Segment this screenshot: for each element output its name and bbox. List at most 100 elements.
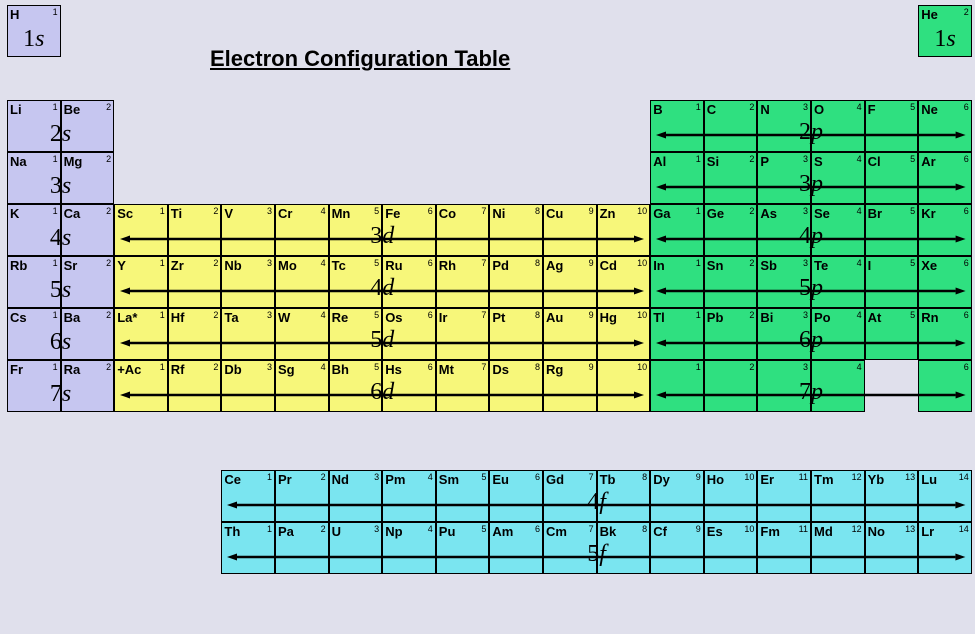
cell-f-1-3: Np4 — [382, 522, 436, 574]
cell-d-0-6: Co 7 — [436, 204, 490, 256]
electron-count: 3 — [803, 310, 808, 320]
cell-ba: Ba2 — [61, 308, 115, 360]
element-symbol: Pu — [439, 524, 456, 539]
cell-d-3-6: Mt7 — [436, 360, 490, 412]
cell-f-0-11: Tm12 — [811, 470, 865, 522]
cell-f-1-11: Md12 — [811, 522, 865, 574]
element-symbol: Ba — [64, 310, 81, 325]
cell-p-2-0: Ga1 — [650, 204, 704, 256]
cell-d-2-3: W4 — [275, 308, 329, 360]
cell-d-3-5: Hs6 — [382, 360, 436, 412]
electron-count: 1 — [53, 206, 58, 216]
electron-count: 6 — [964, 362, 969, 372]
cell-d-2-9: Hg10 — [597, 308, 651, 360]
electron-count: 3 — [803, 102, 808, 112]
cell-f-0-3: Pm4 — [382, 470, 436, 522]
element-symbol: Ir — [439, 310, 448, 325]
element-symbol: Bi — [760, 310, 773, 325]
electron-count: 10 — [744, 524, 754, 534]
element-symbol: Pt — [492, 310, 505, 325]
element-symbol: Co — [439, 206, 456, 221]
electron-count: 9 — [589, 310, 594, 320]
element-symbol: Kr — [921, 206, 935, 221]
element-symbol: Sr — [64, 258, 78, 273]
element-symbol: K — [10, 206, 19, 221]
cell-f-1-9: Es 10 — [704, 522, 758, 574]
cell-f-0-13: Lu14 — [918, 470, 972, 522]
element-symbol: Xe — [921, 258, 937, 273]
element-symbol: N — [760, 102, 769, 117]
cell-f-1-4: Pu5 — [436, 522, 490, 574]
electron-count: 7 — [481, 206, 486, 216]
cell-d-1-4: Tc5 — [329, 256, 383, 308]
element-symbol: Ag — [546, 258, 563, 273]
cell-d-2-2: Ta3 — [221, 308, 275, 360]
element-symbol: As — [760, 206, 777, 221]
element-symbol: Si — [707, 154, 719, 169]
element-symbol: Y — [117, 258, 126, 273]
electron-count: 1 — [267, 524, 272, 534]
cell-p-1-4: Cl5 — [865, 152, 919, 204]
element-symbol: Ga — [653, 206, 670, 221]
element-symbol: Zn — [600, 206, 616, 221]
electron-count: 9 — [696, 524, 701, 534]
electron-count: 3 — [374, 524, 379, 534]
electron-count: 5 — [910, 102, 915, 112]
cell-d-1-6: Rh7 — [436, 256, 490, 308]
electron-count: 5 — [374, 362, 379, 372]
cell-li: Li1 — [7, 100, 61, 152]
element-symbol: Zr — [171, 258, 184, 273]
cell-p-5-0: 1 — [650, 360, 704, 412]
electron-count: 8 — [535, 362, 540, 372]
element-symbol: Rg — [546, 362, 563, 377]
cell-f-1-1: Pa2 — [275, 522, 329, 574]
cell-d-3-2: Db3 — [221, 360, 275, 412]
electron-count: 5 — [374, 206, 379, 216]
electron-count: 2 — [213, 206, 218, 216]
cell-d-3-9: 10 — [597, 360, 651, 412]
cell-f-0-7: Tb8 — [597, 470, 651, 522]
electron-count: 1 — [53, 102, 58, 112]
electron-count: 6 — [535, 524, 540, 534]
electron-count: 5 — [374, 258, 379, 268]
cell-p-4-3: Po4 — [811, 308, 865, 360]
cell-d-3-3: Sg4 — [275, 360, 329, 412]
cell-f-1-6: Cm7 — [543, 522, 597, 574]
cell-p-0-5: Ne6 — [918, 100, 972, 152]
element-symbol: Cd — [600, 258, 617, 273]
cell-p-0-0: B1 — [650, 100, 704, 152]
element-symbol: Sc — [117, 206, 133, 221]
element-symbol: +Ac — [117, 362, 141, 377]
element-symbol: Mg — [64, 154, 83, 169]
element-symbol: O — [814, 102, 824, 117]
element-symbol: Md — [814, 524, 833, 539]
element-symbol: Br — [868, 206, 882, 221]
cell-d-1-5: Ru6 — [382, 256, 436, 308]
cell-f-1-0: Th1 — [221, 522, 275, 574]
element-symbol: S — [814, 154, 823, 169]
cell-d-2-6: Ir7 — [436, 308, 490, 360]
element-symbol: Np — [385, 524, 402, 539]
cell-d-3-0: +Ac1 — [114, 360, 168, 412]
element-symbol: Ce — [224, 472, 241, 487]
cell-d-1-7: Pd8 — [489, 256, 543, 308]
electron-count: 1 — [53, 362, 58, 372]
electron-count: 1 — [160, 258, 165, 268]
electron-count: 4 — [857, 154, 862, 164]
element-symbol: U — [332, 524, 341, 539]
element-symbol: H — [10, 7, 19, 22]
element-symbol: Es — [707, 524, 723, 539]
element-symbol: Pa — [278, 524, 294, 539]
electron-count: 1 — [696, 258, 701, 268]
electron-count: 2 — [213, 310, 218, 320]
cell-d-1-0: Y1 — [114, 256, 168, 308]
element-symbol: Ar — [921, 154, 935, 169]
electron-count: 5 — [910, 310, 915, 320]
electron-count: 4 — [857, 102, 862, 112]
element-symbol: Rb — [10, 258, 27, 273]
cell-f-0-8: Dy9 — [650, 470, 704, 522]
element-symbol: Db — [224, 362, 241, 377]
electron-count: 2 — [749, 258, 754, 268]
electron-count: 2 — [106, 362, 111, 372]
element-symbol: Sg — [278, 362, 295, 377]
